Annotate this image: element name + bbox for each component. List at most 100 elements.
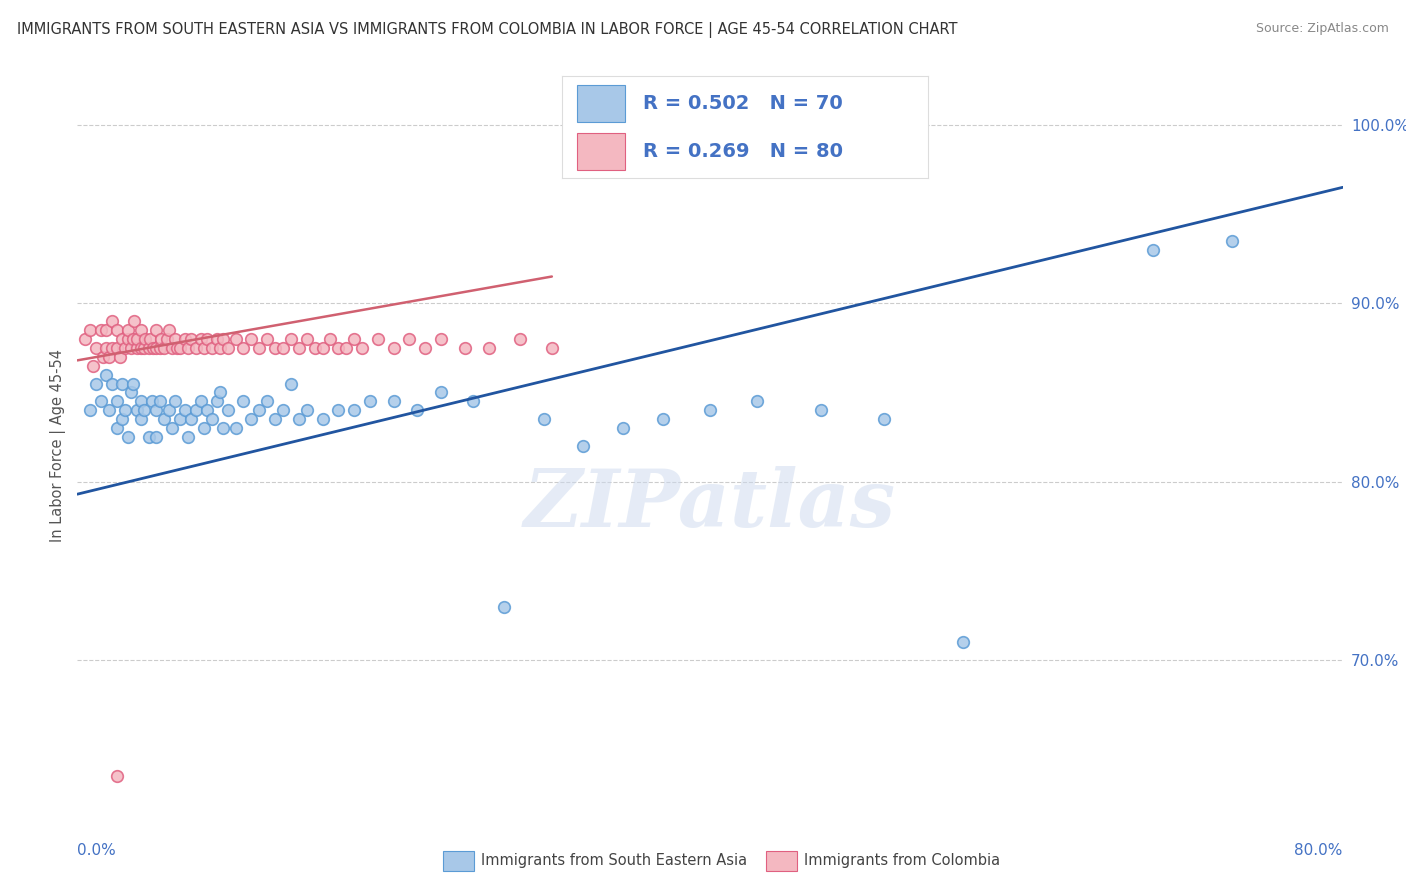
Point — [166, 341, 188, 355]
Point — [145, 323, 167, 337]
Point — [138, 430, 160, 444]
Point — [311, 341, 333, 355]
Point — [94, 341, 117, 355]
Point — [90, 394, 112, 409]
Point — [139, 332, 162, 346]
Point — [180, 332, 202, 346]
Point — [162, 421, 183, 435]
Point — [132, 403, 155, 417]
Point — [264, 412, 287, 426]
Point — [98, 403, 120, 417]
Point — [280, 376, 302, 391]
Point — [129, 341, 152, 355]
Point — [165, 394, 187, 409]
Point — [174, 332, 197, 346]
Point — [86, 376, 108, 391]
Point — [304, 341, 326, 355]
Point — [117, 332, 139, 346]
Point — [120, 385, 142, 400]
Point — [101, 341, 124, 355]
Point — [105, 323, 128, 337]
Point — [430, 332, 453, 346]
Point — [150, 332, 173, 346]
Point — [177, 430, 200, 444]
Point — [201, 412, 224, 426]
Point — [240, 412, 263, 426]
Point — [271, 403, 294, 417]
Text: R = 0.269   N = 80: R = 0.269 N = 80 — [643, 142, 842, 161]
Point — [124, 314, 146, 328]
Point — [810, 403, 832, 417]
Point — [145, 430, 167, 444]
Point — [105, 341, 128, 355]
Point — [129, 394, 152, 409]
Point — [127, 332, 149, 346]
Point — [105, 769, 128, 783]
Point — [271, 341, 294, 355]
Point — [195, 403, 218, 417]
Text: 80.0%: 80.0% — [1295, 843, 1343, 858]
Point — [225, 332, 247, 346]
Point — [217, 341, 239, 355]
Point — [208, 341, 231, 355]
Point — [208, 385, 231, 400]
Point — [177, 341, 200, 355]
Point — [288, 341, 311, 355]
Point — [184, 403, 207, 417]
Text: 0.0%: 0.0% — [77, 843, 117, 858]
FancyBboxPatch shape — [576, 133, 624, 170]
Text: IMMIGRANTS FROM SOUTH EASTERN ASIA VS IMMIGRANTS FROM COLOMBIA IN LABOR FORCE | : IMMIGRANTS FROM SOUTH EASTERN ASIA VS IM… — [17, 22, 957, 38]
Point — [157, 403, 180, 417]
Point — [205, 394, 228, 409]
Point — [612, 421, 634, 435]
Point — [165, 332, 187, 346]
Point — [190, 332, 212, 346]
Point — [129, 323, 152, 337]
Point — [240, 332, 263, 346]
Text: ZIPatlas: ZIPatlas — [524, 466, 896, 543]
Point — [256, 332, 278, 346]
Point — [105, 394, 128, 409]
Point — [494, 599, 516, 614]
Point — [193, 421, 215, 435]
Point — [1142, 243, 1164, 257]
Text: Immigrants from Colombia: Immigrants from Colombia — [804, 854, 1000, 868]
Point — [111, 376, 132, 391]
Point — [94, 323, 117, 337]
FancyBboxPatch shape — [576, 85, 624, 122]
Point — [94, 368, 117, 382]
Point — [169, 412, 191, 426]
Point — [398, 332, 420, 346]
Point — [217, 403, 239, 417]
Point — [157, 323, 180, 337]
Point — [174, 403, 197, 417]
Point — [295, 403, 318, 417]
Point — [352, 341, 374, 355]
Point — [382, 341, 405, 355]
Point — [651, 412, 673, 426]
Point — [232, 394, 254, 409]
Point — [247, 403, 270, 417]
Point — [75, 332, 97, 346]
Point — [288, 412, 311, 426]
Point — [90, 323, 112, 337]
Point — [91, 350, 114, 364]
Point — [129, 412, 152, 426]
Point — [153, 412, 176, 426]
Point — [873, 412, 896, 426]
Point — [190, 394, 212, 409]
Point — [478, 341, 501, 355]
Point — [127, 403, 149, 417]
Point — [359, 394, 381, 409]
Point — [382, 394, 405, 409]
Point — [533, 412, 555, 426]
Point — [132, 341, 155, 355]
Point — [295, 332, 318, 346]
Point — [105, 421, 128, 435]
Text: Immigrants from South Eastern Asia: Immigrants from South Eastern Asia — [481, 854, 747, 868]
Point — [195, 332, 218, 346]
Point — [114, 403, 136, 417]
Point — [149, 394, 172, 409]
Point — [328, 403, 350, 417]
Point — [335, 341, 357, 355]
